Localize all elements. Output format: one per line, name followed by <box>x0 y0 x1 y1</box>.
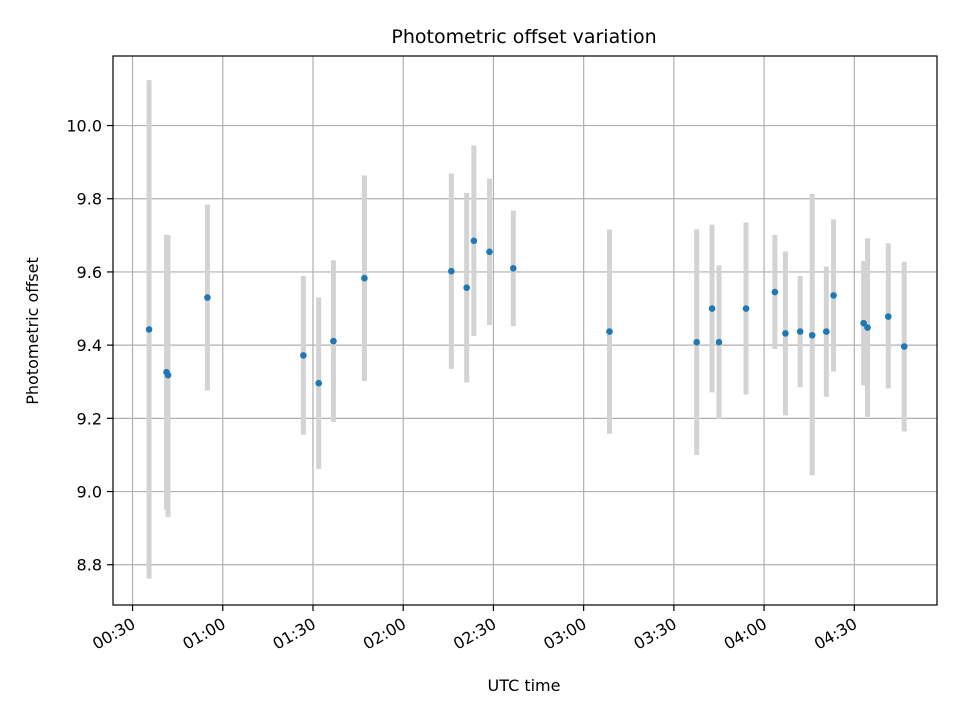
y-tick-label: 9.2 <box>77 409 102 428</box>
data-point <box>830 292 837 299</box>
x-axis-ticks: 00:30 01:00 01:30 02:00 02:30 03:00 03:30 04:00… <box>89 605 860 654</box>
data-point <box>742 305 750 312</box>
data-points <box>145 237 908 387</box>
y-tick-label: 9.0 <box>77 483 102 502</box>
data-point <box>860 319 867 327</box>
x-tick-label: 04:00 <box>721 614 770 654</box>
y-tick-label: 8.8 <box>77 556 102 575</box>
data-point <box>204 294 211 301</box>
data-point <box>463 284 470 291</box>
x-axis-label: UTC time <box>488 676 561 695</box>
y-axis-label: Photometric offset <box>23 257 42 405</box>
x-tick-label: 02:00 <box>360 614 409 654</box>
x-tick-label: 01:00 <box>179 614 228 654</box>
data-point <box>808 331 816 339</box>
y-axis-ticks: 8.8 9.0 9.2 9.4 9.6 9.8 10.0 <box>66 117 113 575</box>
data-point <box>145 326 153 333</box>
data-point <box>164 371 172 379</box>
y-tick-label: 9.8 <box>77 190 102 209</box>
data-point <box>606 328 613 335</box>
data-point <box>448 267 455 275</box>
data-point <box>509 264 517 272</box>
data-point <box>884 313 892 320</box>
x-tick-label: 04:30 <box>811 614 860 654</box>
x-tick-label: 00:30 <box>89 614 138 654</box>
data-point <box>708 305 716 312</box>
data-point <box>315 379 322 387</box>
data-point <box>715 338 723 346</box>
x-tick-label: 02:30 <box>450 614 499 654</box>
data-point <box>693 338 701 346</box>
y-tick-label: 10.0 <box>66 117 102 136</box>
chart-title: Photometric offset variation <box>391 26 656 48</box>
data-point <box>470 237 478 245</box>
y-tick-label: 9.6 <box>77 263 102 282</box>
x-tick-label: 03:00 <box>540 614 589 654</box>
x-tick-label: 03:30 <box>630 614 679 654</box>
error-bars <box>146 80 907 579</box>
data-point <box>864 324 871 331</box>
data-point <box>486 248 493 256</box>
data-point <box>900 343 908 350</box>
data-point <box>330 337 337 345</box>
data-point <box>796 328 804 335</box>
data-point <box>823 328 830 335</box>
data-point <box>361 274 368 282</box>
y-tick-label: 9.4 <box>77 336 102 355</box>
data-point <box>782 330 789 337</box>
x-tick-label: 01:30 <box>270 614 319 654</box>
data-point <box>771 288 779 296</box>
data-point <box>300 352 307 359</box>
plot-area <box>112 55 938 606</box>
